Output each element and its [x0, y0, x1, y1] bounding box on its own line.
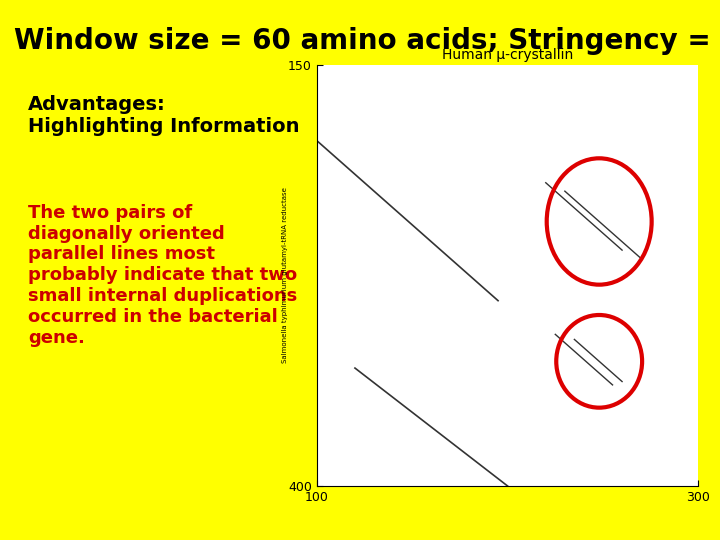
Text: Advantages:
Highlighting Information: Advantages: Highlighting Information	[28, 94, 300, 136]
Y-axis label: Salmonella typhimurium glutamyl-tRNA reductase: Salmonella typhimurium glutamyl-tRNA red…	[282, 187, 288, 363]
Title: Human μ-crystallin: Human μ-crystallin	[442, 48, 573, 62]
Text: The two pairs of
diagonally oriented
parallel lines most
probably indicate that : The two pairs of diagonally oriented par…	[28, 204, 297, 347]
Text: Window size = 60 amino acids; Stringency = 24 matches: Window size = 60 amino acids; Stringency…	[14, 27, 720, 55]
